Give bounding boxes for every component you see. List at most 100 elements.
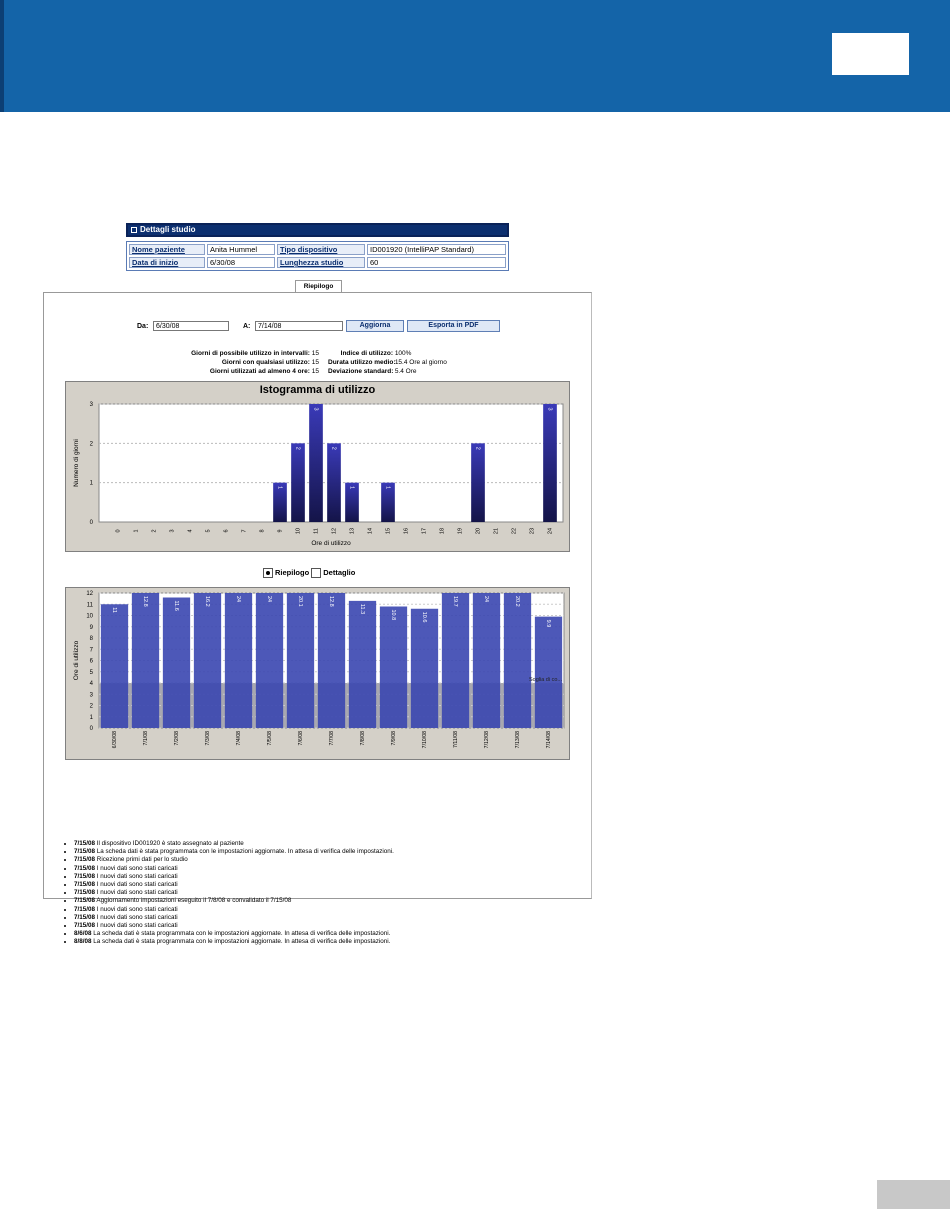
- detail-radio[interactable]: [311, 568, 322, 579]
- hist-ytick-label: 2: [90, 441, 94, 447]
- daily-bar-label: 12.8: [328, 596, 334, 607]
- hist-xtick-label: 8: [259, 529, 265, 532]
- daily-ytick-label: 10: [86, 614, 93, 620]
- log-date: 7/15/08: [74, 848, 96, 856]
- log-text: Aggiornamento impostazioni eseguito il 7…: [95, 897, 292, 905]
- log-date: 7/15/08: [74, 840, 96, 847]
- daily-bar-label: 10.8: [390, 610, 396, 621]
- hist-xtick-label: 22: [511, 528, 517, 534]
- daily-ytick-label: 0: [90, 726, 94, 732]
- daily-xtick-label: 7/7/08: [329, 731, 335, 746]
- daily-ytick-label: 9: [90, 625, 94, 631]
- log-date: 7/15/08: [74, 897, 96, 905]
- daily-ytick-label: 8: [90, 636, 94, 642]
- list-item: 7/15/08 I nuovi dati sono stati caricati: [74, 873, 394, 881]
- hist-xtick-label: 3: [169, 529, 175, 532]
- hist-bar-label: 2: [331, 447, 337, 450]
- log-text: Ricezione primi dati per lo studio: [95, 856, 188, 864]
- daily-bar: [410, 608, 439, 728]
- log-text: I nuovi dati sono stati caricati: [95, 905, 178, 913]
- log-date: 7/15/08: [74, 881, 96, 889]
- daily-xtick-label: 7/11/08: [453, 731, 459, 748]
- daily-bar: [286, 593, 315, 728]
- hist-xtick-label: 16: [403, 528, 409, 534]
- stat-row: Giorni di possibile utilizzo in interval…: [191, 350, 319, 357]
- log-date: 7/15/08: [74, 864, 96, 872]
- hist-xtick-label: 13: [349, 528, 355, 534]
- hist-ytick-label: 3: [90, 402, 94, 408]
- daily-bar: [193, 593, 222, 728]
- daily-xtick-label: 7/3/08: [205, 731, 211, 746]
- tab-summary[interactable]: Riepilogo: [295, 280, 342, 293]
- threshold-label: Soglia di co...: [529, 677, 562, 683]
- update-button[interactable]: Aggiorna: [346, 320, 404, 332]
- hist-xtick-label: 2: [151, 529, 157, 532]
- study-length-label: Lunghezza studio: [277, 257, 365, 268]
- patient-name-value: Anita Hummel: [207, 244, 275, 255]
- daily-ytick-label: 1: [90, 715, 94, 721]
- daily-bar: [100, 604, 129, 728]
- log-date: 7/15/08: [74, 856, 96, 864]
- daily-bar-label: 24: [235, 596, 241, 602]
- hist-xtick-label: 17: [421, 528, 427, 534]
- daily-ytick-label: 4: [90, 681, 94, 687]
- hist-bar: [327, 443, 341, 522]
- hist-xtick-label: 11: [313, 528, 319, 534]
- view-toggle: Riepilogo Dettaglio: [263, 568, 355, 579]
- daily-ytick-label: 2: [90, 704, 94, 710]
- daily-xtick-label: 7/4/08: [236, 731, 242, 746]
- daily-bar-label: 10.6: [421, 612, 427, 623]
- hist-bar: [543, 404, 557, 522]
- daily-bar-label: 19.7: [452, 596, 458, 607]
- log-text: La scheda dati è stata programmata con l…: [91, 938, 391, 946]
- start-date-label: Data di inizio: [129, 257, 205, 268]
- list-item: 8/8/08 La scheda dati è stata programmat…: [74, 938, 394, 946]
- top-banner: [0, 0, 950, 112]
- daily-xtick-label: 7/6/08: [298, 731, 304, 746]
- study-app: Dettagli studio Nome paziente Anita Humm…: [43, 223, 592, 945]
- study-header: Dettagli studio: [126, 223, 509, 237]
- summary-radio[interactable]: [263, 568, 273, 579]
- banner-edge: [0, 0, 4, 112]
- to-label: A:: [243, 323, 251, 330]
- table-row: Nome paziente Anita Hummel Tipo disposit…: [129, 244, 506, 255]
- log-date: 8/6/08: [74, 930, 92, 938]
- usage-histogram: Istogramma di utilizzo 0 1 2 3 Numero di gio…: [65, 381, 570, 552]
- hist-xtick-label: 23: [529, 528, 535, 534]
- summary-panel: Da: 6/30/08 A: 7/14/08 Aggiorna Esporta …: [43, 292, 592, 945]
- daily-bar: [472, 593, 501, 728]
- list-item: 7/15/08 La scheda dati è stata programma…: [74, 848, 394, 856]
- daily-bar: [503, 593, 532, 728]
- from-date-input[interactable]: 6/30/08: [153, 321, 229, 331]
- stats-right: Indice di utilizzo: 100% Durata utilizzo…: [328, 349, 447, 376]
- device-type-value: ID001920 (IntelliPAP Standard): [367, 244, 506, 255]
- daily-bar-label: 20.1: [297, 596, 303, 607]
- hist-xtick-label: 5: [205, 529, 211, 532]
- stat-row: Giorni utilizzati ad almeno 4 ore: 15: [209, 368, 319, 375]
- hist-bar-label: 3: [547, 407, 553, 410]
- summary-radio-label: Riepilogo: [275, 568, 310, 577]
- log-text: I nuovi dati sono stati caricati: [95, 913, 178, 921]
- export-pdf-button[interactable]: Esporta in PDF: [407, 320, 500, 332]
- daily-bar: [255, 593, 284, 728]
- to-date-input[interactable]: 7/14/08: [255, 321, 343, 331]
- hist-ytick-label: 1: [90, 481, 94, 487]
- daily-bar: [162, 597, 191, 728]
- hist-xtick-label: 1: [133, 529, 139, 532]
- daily-bar-label: 11: [111, 607, 117, 613]
- list-item: 8/6/08 La scheda dati è stata programmat…: [74, 930, 394, 938]
- list-item: 7/15/08 Il dispositivo ID001920 è stato …: [74, 840, 394, 848]
- hist-xtick-label: 19: [457, 528, 463, 534]
- daily-usage-chart: 0 1 2 3 4 5 6 7 8 9 10 11 12 Ore di utilizzo 11 6/30/08…: [65, 587, 570, 760]
- hist-xtick-label: 12: [331, 528, 337, 534]
- page-number-tab: [877, 1180, 950, 1209]
- daily-xtick-label: 7/13/08: [515, 731, 521, 748]
- hist-bar: [471, 443, 485, 522]
- daily-bar-label: 11.3: [359, 604, 365, 614]
- log-text: La scheda dati è stata programmata con l…: [91, 930, 391, 938]
- daily-ytick-label: 11: [87, 602, 94, 608]
- hist-ytick-label: 0: [90, 520, 94, 526]
- hist-xtick-label: 10: [295, 528, 301, 534]
